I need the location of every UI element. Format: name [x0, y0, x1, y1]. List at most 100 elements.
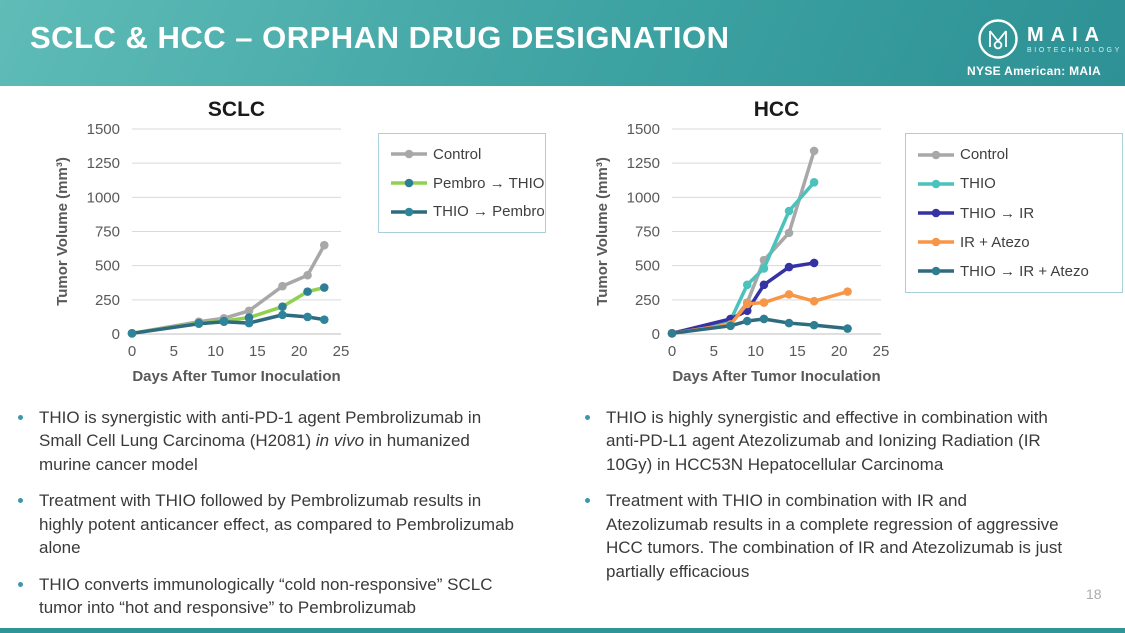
chart-title: HCC [754, 98, 800, 121]
data-point [742, 316, 752, 326]
y-tick-label: 0 [652, 326, 660, 343]
data-point [809, 178, 819, 187]
legend-label: THIO → Pembro [433, 203, 545, 221]
x-tick-label: 0 [668, 343, 676, 360]
data-point [303, 287, 312, 296]
data-point [784, 228, 794, 238]
data-point [303, 270, 312, 280]
data-point [194, 319, 204, 329]
bullet-item: Treatment with THIO in combination with … [585, 489, 1063, 583]
y-tick-label: 1000 [627, 189, 660, 206]
bullet-item: THIO is highly synergistic and effective… [585, 406, 1063, 476]
legend-marker [404, 150, 414, 159]
bullet-icon [585, 498, 590, 504]
bullet-icon [585, 415, 590, 420]
x-tick-label: 10 [207, 343, 224, 360]
legend-label: THIO → IR [960, 204, 1035, 222]
hcc-chart: 0 250 500 750 1000 1250 1500 0 5 10 15 20 25 HCC Days … [594, 98, 890, 385]
data-point [742, 299, 752, 309]
y-tick-label: 1500 [627, 121, 660, 138]
legend-label: Control [433, 145, 482, 163]
bullet-text: THIO is synergistic with anti-PD-1 agent… [39, 408, 482, 474]
x-tick-label: 20 [831, 343, 848, 360]
data-point [244, 306, 254, 316]
bullet-icon [18, 415, 23, 420]
data-point [784, 206, 794, 216]
x-tick-label: 20 [291, 343, 308, 360]
data-point [219, 317, 229, 326]
data-point [127, 329, 137, 338]
sclc-legend: Control Pembro → THIO THIO → Pembro [378, 133, 546, 233]
x-tick-label: 0 [128, 343, 136, 360]
legend-entry: THIO [916, 169, 1112, 198]
bullet-icon [18, 581, 23, 587]
data-point [319, 283, 329, 292]
y-tick-label: 0 [112, 326, 120, 343]
bottom-accent-bar [0, 628, 1125, 633]
legend-marker [404, 178, 414, 188]
legend-sample [918, 237, 954, 247]
y-tick-label: 750 [95, 224, 120, 241]
x-tick-label: 5 [710, 343, 718, 360]
data-point [278, 281, 287, 291]
legend-entry: Control [916, 140, 1112, 169]
maia-logo: MAIA BIOTECHNOLOGY [976, 14, 1122, 64]
bullet-text: Treatment with THIO followed by Pembroli… [39, 491, 515, 558]
bullet-icon [18, 498, 23, 504]
data-point [244, 318, 254, 328]
data-point [784, 290, 794, 299]
legend-sample [918, 150, 954, 159]
legend-sample [391, 150, 427, 159]
data-point [809, 258, 819, 268]
x-tick-label: 10 [747, 343, 764, 360]
legend-sample [918, 267, 954, 276]
y-tick-label: 1500 [87, 121, 120, 138]
data-point [319, 240, 329, 250]
x-tick-label: 25 [873, 343, 890, 360]
data-point [784, 262, 794, 272]
legend-sample [391, 178, 427, 188]
y-tick-label: 750 [635, 224, 660, 241]
logo-brand: MAIA [1027, 23, 1107, 46]
legend-entry: THIO → IR + Atezo [916, 257, 1112, 286]
data-point [278, 302, 287, 311]
y-tick-label: 1000 [87, 189, 120, 206]
x-axis-label: Days After Tumor Inoculation [672, 368, 880, 385]
header-banner: SCLC & HCC – ORPHAN DRUG DESIGNATION MAI… [0, 0, 1125, 86]
logo-sub: BIOTECHNOLOGY [1027, 46, 1122, 54]
x-tick-label: 15 [249, 343, 266, 360]
y-tick-label: 500 [635, 258, 660, 275]
legend-label: THIO [960, 175, 996, 193]
logo-text: MAIA BIOTECHNOLOGY [1027, 24, 1122, 55]
data-point [303, 312, 312, 322]
x-tick-label: 25 [333, 343, 350, 360]
chart-line [130, 285, 327, 336]
chart-line [670, 149, 816, 336]
y-tick-label: 1250 [627, 155, 660, 172]
legend-entry: IR + Atezo [916, 228, 1112, 257]
data-point [809, 320, 819, 330]
legend-marker [931, 179, 941, 189]
bullet-item: Treatment with THIO followed by Pembroli… [18, 489, 523, 559]
maia-monogram-icon [978, 19, 1018, 59]
data-point [809, 146, 819, 156]
legend-label: Pembro → THIO [433, 174, 545, 192]
data-point [742, 280, 752, 290]
page-number: 18 [1086, 586, 1102, 602]
x-axis-label: Days After Tumor Inoculation [132, 368, 340, 385]
legend-marker [931, 150, 941, 159]
legend-entry: Pembro → THIO [389, 169, 544, 198]
data-point [278, 310, 287, 320]
legend-entry: Control [389, 140, 535, 169]
data-point [667, 329, 677, 338]
legend-sample [391, 207, 427, 216]
y-tick-label: 250 [635, 292, 660, 309]
data-point [759, 280, 769, 290]
bullet-text: THIO converts immunologically “cold non-… [39, 574, 493, 618]
hcc-bullet-list: THIO is highly synergistic and effective… [585, 406, 1063, 596]
data-point [726, 321, 735, 331]
y-tick-label: 1250 [87, 155, 120, 172]
hcc-legend: Control THIO THIO → IR IR + Atezo THIO → IR … [905, 133, 1123, 293]
legend-marker [404, 207, 414, 216]
